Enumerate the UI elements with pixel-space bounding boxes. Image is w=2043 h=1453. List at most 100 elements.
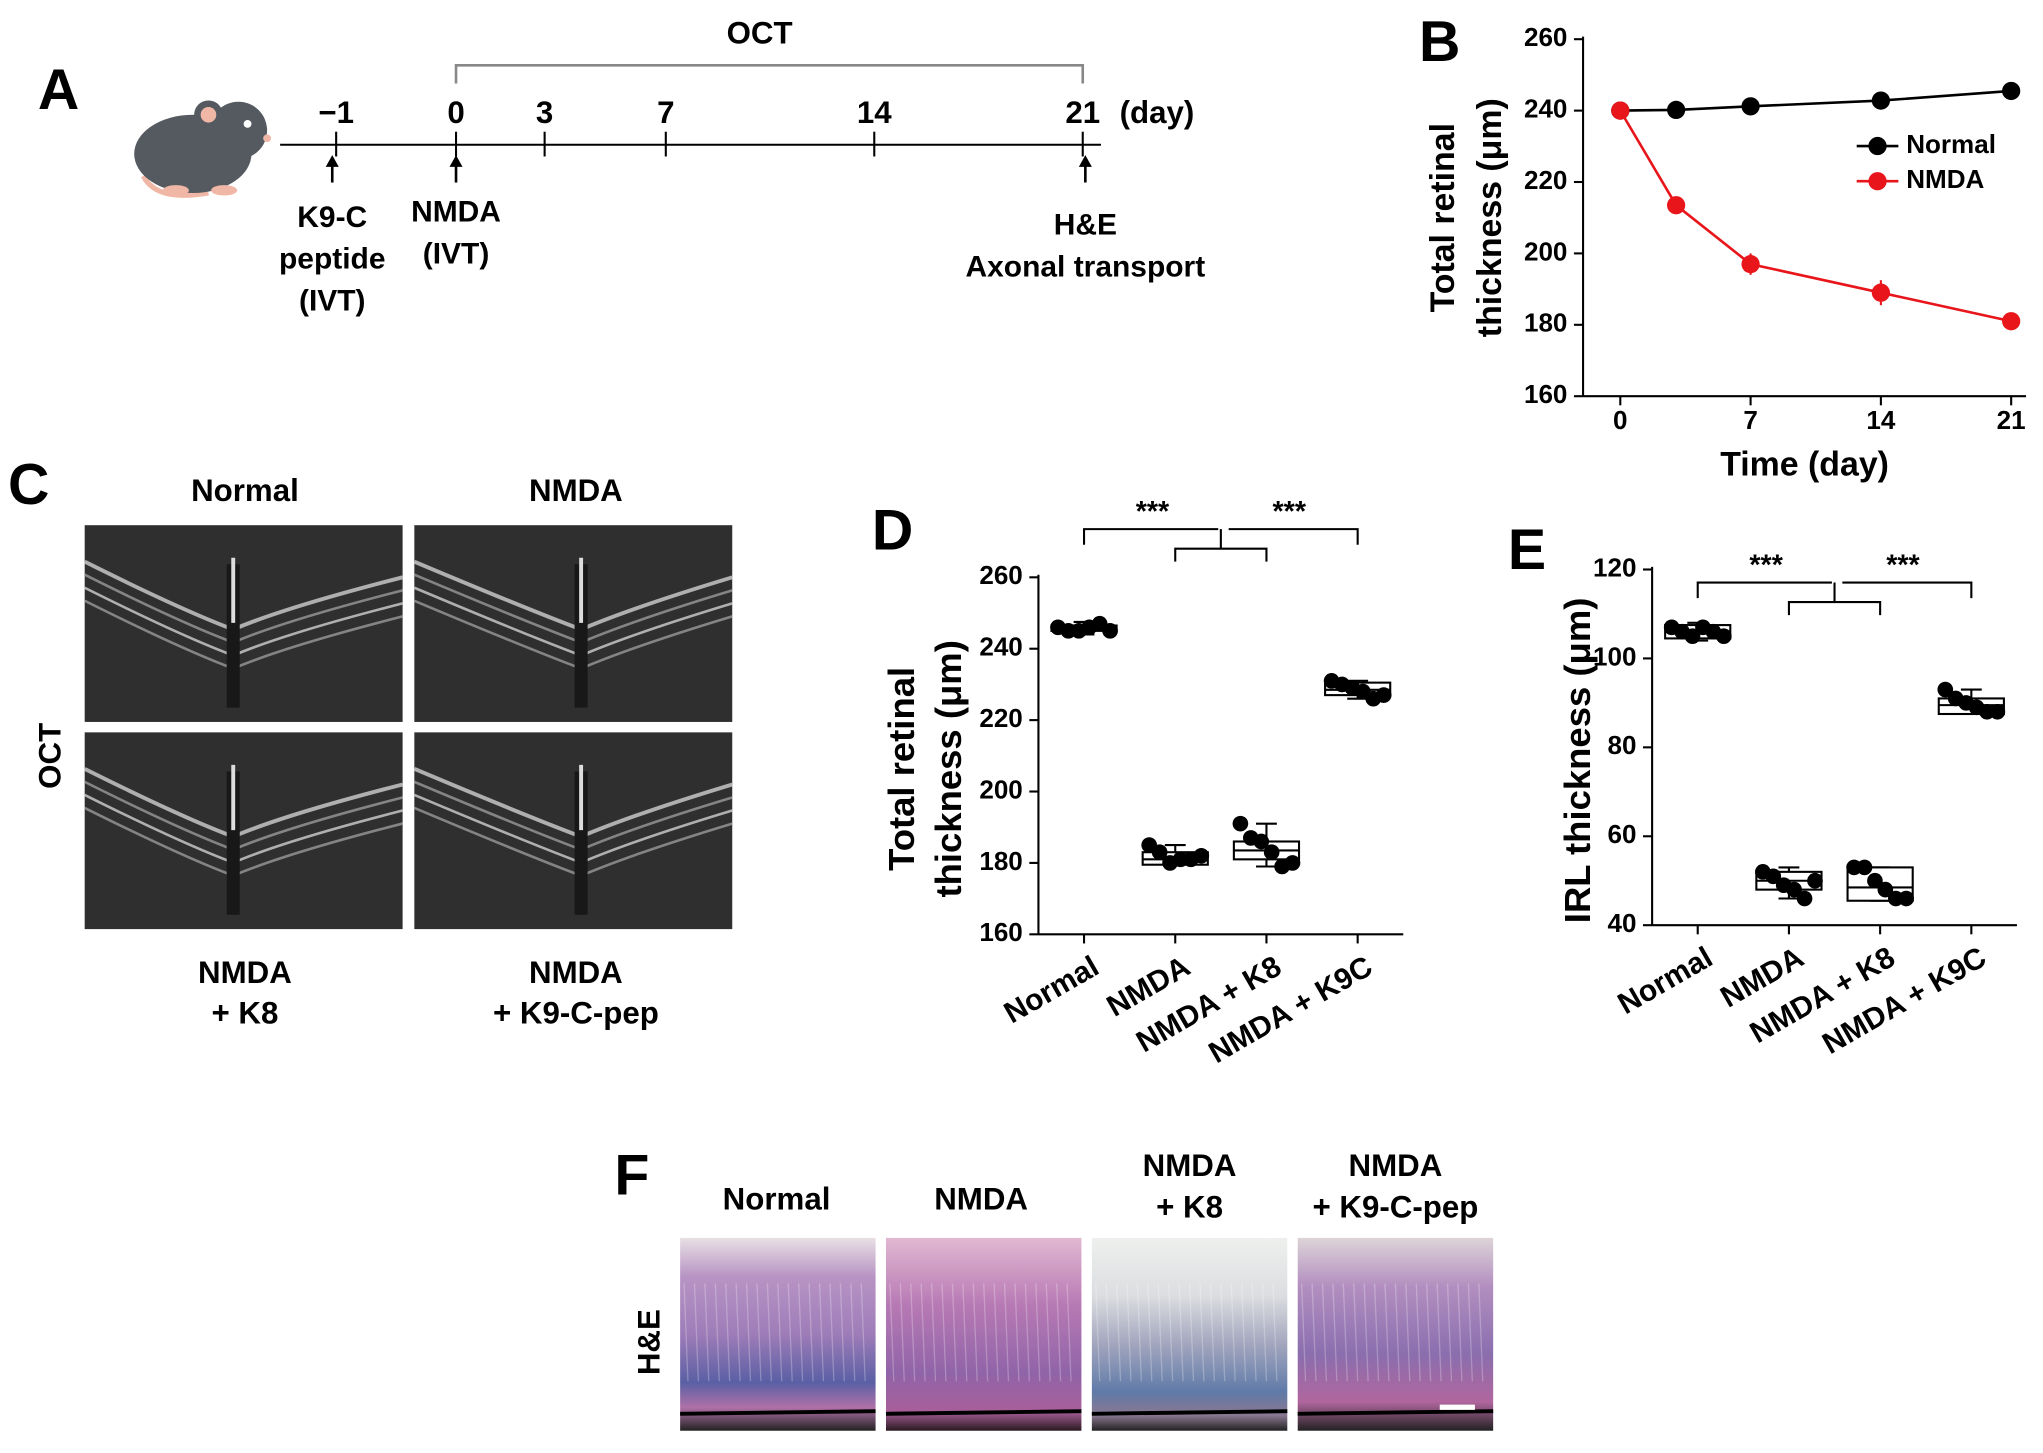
he-texture (1373, 1283, 1380, 1382)
he-texture (1045, 1283, 1051, 1382)
he-texture (1363, 1283, 1369, 1382)
sig-bracket (1696, 581, 1832, 599)
data-point (2002, 81, 2021, 101)
data-point (1898, 890, 1915, 907)
data-point (1877, 881, 1894, 898)
y-axis-label: Total retinal (1424, 123, 1462, 312)
oct-label: + K9-C-pep (493, 995, 659, 1030)
sig-label: *** (1273, 496, 1307, 528)
y-tick-label: 180 (979, 846, 1022, 876)
oct-label: + K8 (211, 995, 278, 1030)
panel-label: D (872, 498, 913, 562)
he-texture (910, 1283, 916, 1382)
sig-label: *** (1749, 549, 1783, 581)
he-texture (683, 1283, 689, 1382)
he-texture (1230, 1283, 1236, 1382)
he-texture (1095, 1283, 1101, 1382)
data-point (1867, 872, 1883, 889)
he-texture (889, 1283, 895, 1382)
x-tick-label: 21 (1997, 405, 2026, 435)
x-tick-label: 0 (1613, 405, 1628, 435)
event-label: peptide (279, 243, 386, 276)
he-texture (1384, 1283, 1390, 1382)
oct-label: NMDA (529, 473, 623, 508)
y-tick-label: 240 (1524, 93, 1567, 123)
event-label: (IVT) (299, 284, 366, 317)
timeline-day: 7 (657, 95, 674, 130)
oct-side-label: OCT (32, 723, 67, 789)
he-texture (962, 1283, 968, 1382)
data-point (2002, 312, 2021, 331)
event-label: K9-C (297, 201, 367, 234)
he-texture (941, 1283, 947, 1382)
he-choroid (1091, 1409, 1288, 1416)
panel-label: B (1419, 10, 1460, 74)
y-tick-label: 200 (979, 774, 1022, 804)
he-image (1297, 1237, 1494, 1431)
x-tick-label: 14 (1866, 405, 1895, 435)
he-texture (839, 1283, 845, 1382)
y-tick-label: 60 (1608, 819, 1637, 849)
y-tick-label: 80 (1608, 730, 1637, 760)
he-texture (1147, 1283, 1153, 1382)
data-point (1765, 868, 1782, 885)
oct-image (414, 525, 733, 722)
he-image (1091, 1237, 1288, 1431)
event-label: NMDA (411, 196, 501, 229)
he-texture (1436, 1283, 1442, 1382)
data-point (1667, 196, 1686, 215)
he-texture (1300, 1283, 1307, 1382)
data-point (1611, 101, 1630, 120)
data-point (1232, 815, 1249, 832)
he-texture (1209, 1283, 1215, 1382)
he-label: Normal (723, 1182, 831, 1217)
he-texture (1066, 1283, 1072, 1382)
y-tick-label: 220 (979, 703, 1022, 733)
he-texture (1415, 1283, 1421, 1382)
x-tick-label: Normal (999, 950, 1105, 1030)
he-texture (1241, 1283, 1247, 1382)
sig-bracket (1787, 582, 1882, 616)
data-point (1263, 844, 1280, 861)
data-point (1786, 881, 1802, 898)
y-axis-label: thickness (μm) (928, 640, 969, 897)
he-side-label: H&E (632, 1309, 667, 1375)
sig-bracket (1174, 529, 1268, 562)
y-axis-label: thickness (μm) (1471, 98, 1509, 337)
data-point (1684, 628, 1701, 645)
timeline-day: −1 (318, 95, 354, 130)
he-texture (850, 1283, 856, 1382)
x-tick-label: 7 (1743, 405, 1758, 435)
data-point (1871, 91, 1890, 110)
data-point (1856, 859, 1873, 876)
sig-bracket (1228, 528, 1359, 545)
y-tick-label: 40 (1608, 908, 1637, 938)
he-texture (766, 1283, 772, 1382)
he-texture (1024, 1283, 1030, 1382)
oct-image (414, 732, 733, 930)
he-image (680, 1237, 876, 1431)
y-tick-label: 200 (1524, 236, 1567, 266)
he-texture (1446, 1283, 1453, 1382)
sig-bracket (1082, 528, 1219, 545)
he-texture (1035, 1283, 1041, 1382)
legend-label: Normal (1906, 129, 1996, 159)
he-texture (798, 1283, 804, 1382)
panel-label: E (1508, 518, 1546, 582)
timeline-day: 14 (857, 95, 892, 130)
he-label: NMDA (1349, 1148, 1443, 1183)
data-point (1284, 855, 1301, 871)
he-texture (930, 1283, 937, 1382)
panel-label: A (38, 58, 79, 122)
event-arrowhead (1078, 155, 1092, 167)
oct-label: NMDA (529, 955, 623, 990)
data-point (1796, 890, 1813, 907)
oct-nerve (574, 564, 588, 708)
he-texture (745, 1283, 752, 1382)
y-axis-label: Total retinal (881, 667, 922, 871)
sig-bracket (1842, 581, 1973, 599)
he-label: NMDA (1143, 1148, 1237, 1183)
he-texture (1126, 1283, 1132, 1382)
event-arrowhead (325, 155, 339, 167)
data-point (1871, 283, 1890, 302)
